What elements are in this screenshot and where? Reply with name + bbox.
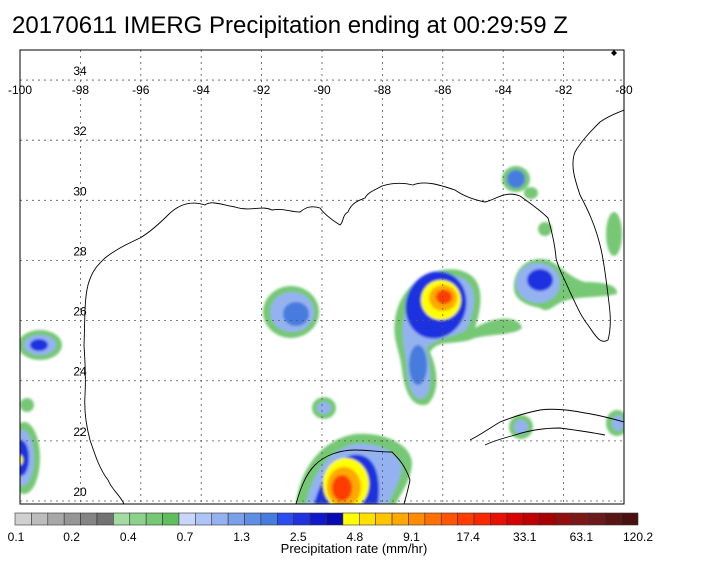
colorbar-swatch xyxy=(260,512,278,526)
colorbar-swatch xyxy=(440,512,458,526)
colorbar-swatch xyxy=(277,512,295,526)
longitude-tick-label: -80 xyxy=(615,83,633,97)
longitude-tick-label: -94 xyxy=(193,83,211,97)
colorbar-swatch xyxy=(506,512,524,526)
latitude-tick-label: 34 xyxy=(73,64,87,78)
colorbar-swatch xyxy=(195,512,213,526)
colorbar-label: 1.3 xyxy=(233,530,250,544)
colorbar-swatch xyxy=(457,512,475,526)
latitude-tick-labels: 34 32 30 28 26 24 22 20 xyxy=(73,64,87,499)
rain-cell-northeast xyxy=(502,166,552,236)
colorbar-swatch xyxy=(588,512,606,526)
longitude-tick-label: -88 xyxy=(374,83,392,97)
map-frame xyxy=(19,49,625,505)
longitude-tick-label: -90 xyxy=(313,83,331,97)
colorbar-swatch xyxy=(621,512,639,526)
colorbar-swatch xyxy=(145,512,163,526)
rain-cell-eastern-gulf xyxy=(394,269,522,406)
colorbar-swatch xyxy=(63,512,81,526)
longitude-tick-label: -96 xyxy=(132,83,150,97)
colorbar-tick-labels: 0.1 0.2 0.4 0.7 1.3 2.5 4.8 9.1 17.4 33.1 63.1 120.… xyxy=(8,530,654,544)
colorbar-label: 120.2 xyxy=(623,530,653,544)
latitude-tick-label: 20 xyxy=(73,485,87,499)
colorbar-swatch xyxy=(211,512,229,526)
colorbar-swatch xyxy=(293,512,311,526)
colorbar-swatch xyxy=(309,512,327,526)
colorbar-swatch xyxy=(539,512,557,526)
colorbar-swatch xyxy=(342,512,360,526)
rain-cell-left-edge xyxy=(20,422,40,494)
colorbar-label: 2.5 xyxy=(290,530,307,544)
longitude-tick-labels: -100 -98 -96 -94 -92 -90 -88 -86 -84 -82 -80 xyxy=(8,83,633,97)
colorbar-swatch xyxy=(358,512,376,526)
colorbar-label: 0.4 xyxy=(120,530,137,544)
colorbar-swatch xyxy=(473,512,491,526)
colorbar-label: 0.1 xyxy=(8,530,25,544)
colorbar-label: 17.4 xyxy=(456,530,480,544)
colorbar-swatch xyxy=(227,512,245,526)
colorbar-swatch xyxy=(162,512,180,526)
colorbar-swatch xyxy=(244,512,262,526)
colorbar-label: 4.8 xyxy=(346,530,363,544)
longitude-tick-label: -86 xyxy=(434,83,452,97)
colorbar-swatch xyxy=(80,512,98,526)
colorbar-swatch xyxy=(47,512,65,526)
colorbar-title: Precipitation rate (mm/hr) xyxy=(280,541,428,556)
colorbar-swatch xyxy=(555,512,573,526)
colorbar-swatch xyxy=(408,512,426,526)
yucatan-coast xyxy=(295,449,411,504)
longitude-tick-label: -98 xyxy=(72,83,90,97)
longitude-tick-label: -82 xyxy=(555,83,573,97)
latitude-tick-label: 24 xyxy=(73,365,87,379)
gulf-coast-north xyxy=(83,109,624,504)
colorbar-swatch xyxy=(572,512,590,526)
colorbar-swatch xyxy=(14,512,32,526)
rain-cell-florida-west xyxy=(513,258,618,311)
colorbar-swatch xyxy=(31,512,49,526)
colorbar-swatch xyxy=(113,512,131,526)
colorbar-swatch xyxy=(178,512,196,526)
colorbar-swatch xyxy=(96,512,114,526)
latitude-tick-label: 30 xyxy=(73,184,87,198)
colorbar-swatch xyxy=(490,512,508,526)
rain-cell-central-gulf xyxy=(263,286,319,338)
rain-cell-yucatan xyxy=(296,433,412,504)
rain-cell-small xyxy=(312,397,336,419)
colorbar-swatch xyxy=(129,512,147,526)
corner-marker-icon xyxy=(611,50,617,56)
longitude-tick-label: -92 xyxy=(253,83,271,97)
colorbar-swatch xyxy=(326,512,344,526)
latitude-tick-label: 22 xyxy=(73,425,87,439)
precipitation-field xyxy=(20,166,624,504)
map-title: 20170611 IMERG Precipitation ending at 0… xyxy=(12,12,568,39)
coastlines xyxy=(83,109,624,504)
colorbar-swatch xyxy=(604,512,622,526)
latitude-tick-label: 32 xyxy=(73,124,87,138)
latitude-tick-label: 26 xyxy=(73,305,87,319)
latitude-tick-label: 28 xyxy=(73,244,87,258)
colorbar-swatch xyxy=(391,512,409,526)
longitude-tick-label: -84 xyxy=(495,83,513,97)
rain-cell-west xyxy=(20,330,62,360)
colorbar-label: 33.1 xyxy=(513,530,537,544)
colorbar xyxy=(14,512,639,526)
colorbar-swatch xyxy=(424,512,442,526)
cuba-coast xyxy=(469,408,624,446)
colorbar-swatch xyxy=(375,512,393,526)
colorbar-label: 0.2 xyxy=(63,530,80,544)
colorbar-label: 0.7 xyxy=(177,530,194,544)
longitude-tick-label: -100 xyxy=(8,83,32,97)
colorbar-label: 9.1 xyxy=(403,530,420,544)
colorbar-label: 63.1 xyxy=(570,530,594,544)
colorbar-swatch xyxy=(522,512,540,526)
